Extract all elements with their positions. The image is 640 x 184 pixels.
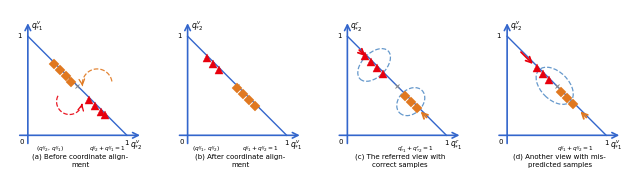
Text: 0: 0 (499, 139, 503, 145)
Text: 1: 1 (497, 33, 501, 39)
Text: $q^v_{*1}+q^v_{*2}=1$: $q^v_{*1}+q^v_{*2}=1$ (557, 144, 593, 154)
Text: 0: 0 (339, 139, 344, 145)
Text: $(q^v_{*2}\,,\,q^v_{*1})$: $(q^v_{*2}\,,\,q^v_{*1})$ (36, 144, 64, 154)
Text: 1: 1 (284, 140, 289, 146)
Text: 1: 1 (125, 140, 129, 146)
Text: 1: 1 (604, 140, 609, 146)
Text: $q^r_{*2}$: $q^r_{*2}$ (350, 19, 363, 34)
Text: $(q^v_{*1}\,,\,q^v_{*2})$: $(q^v_{*1}\,,\,q^v_{*2})$ (191, 144, 220, 154)
Text: $q^v_{*1}$: $q^v_{*1}$ (290, 138, 303, 152)
Text: $q^v_{*1}$: $q^v_{*1}$ (31, 19, 44, 33)
Text: $q^r_{*1}$: $q^r_{*1}$ (450, 138, 462, 153)
Text: (d) Another view with mis-
predicted samples: (d) Another view with mis- predicted sam… (513, 154, 606, 168)
Text: 0: 0 (179, 139, 184, 145)
Text: 1: 1 (17, 33, 22, 39)
Text: $q^v_{*1}+q^v_{*2}=1$: $q^v_{*1}+q^v_{*2}=1$ (242, 144, 279, 154)
Text: $q^v_{*2}$: $q^v_{*2}$ (191, 19, 203, 33)
Text: (a) Before coordinate align-
ment: (a) Before coordinate align- ment (32, 154, 129, 168)
Text: 1: 1 (444, 140, 449, 146)
Text: 1: 1 (337, 33, 341, 39)
Text: 1: 1 (177, 33, 182, 39)
Text: $q^v_{*2}+q^v_{*1}=1$: $q^v_{*2}+q^v_{*1}=1$ (89, 144, 126, 154)
Text: $q^v_{*2}$: $q^v_{*2}$ (510, 19, 522, 33)
Text: (b) After coordinate align-
ment: (b) After coordinate align- ment (195, 154, 285, 168)
Text: $q^v_{*1}$: $q^v_{*1}$ (610, 138, 622, 152)
Text: (c) The referred view with
correct samples: (c) The referred view with correct sampl… (355, 154, 445, 168)
Text: $q^v_{*2}$: $q^v_{*2}$ (131, 138, 143, 152)
Text: $q^r_{*1}+q^r_{*2}=1$: $q^r_{*1}+q^r_{*2}=1$ (397, 144, 433, 155)
Text: 0: 0 (19, 139, 24, 145)
